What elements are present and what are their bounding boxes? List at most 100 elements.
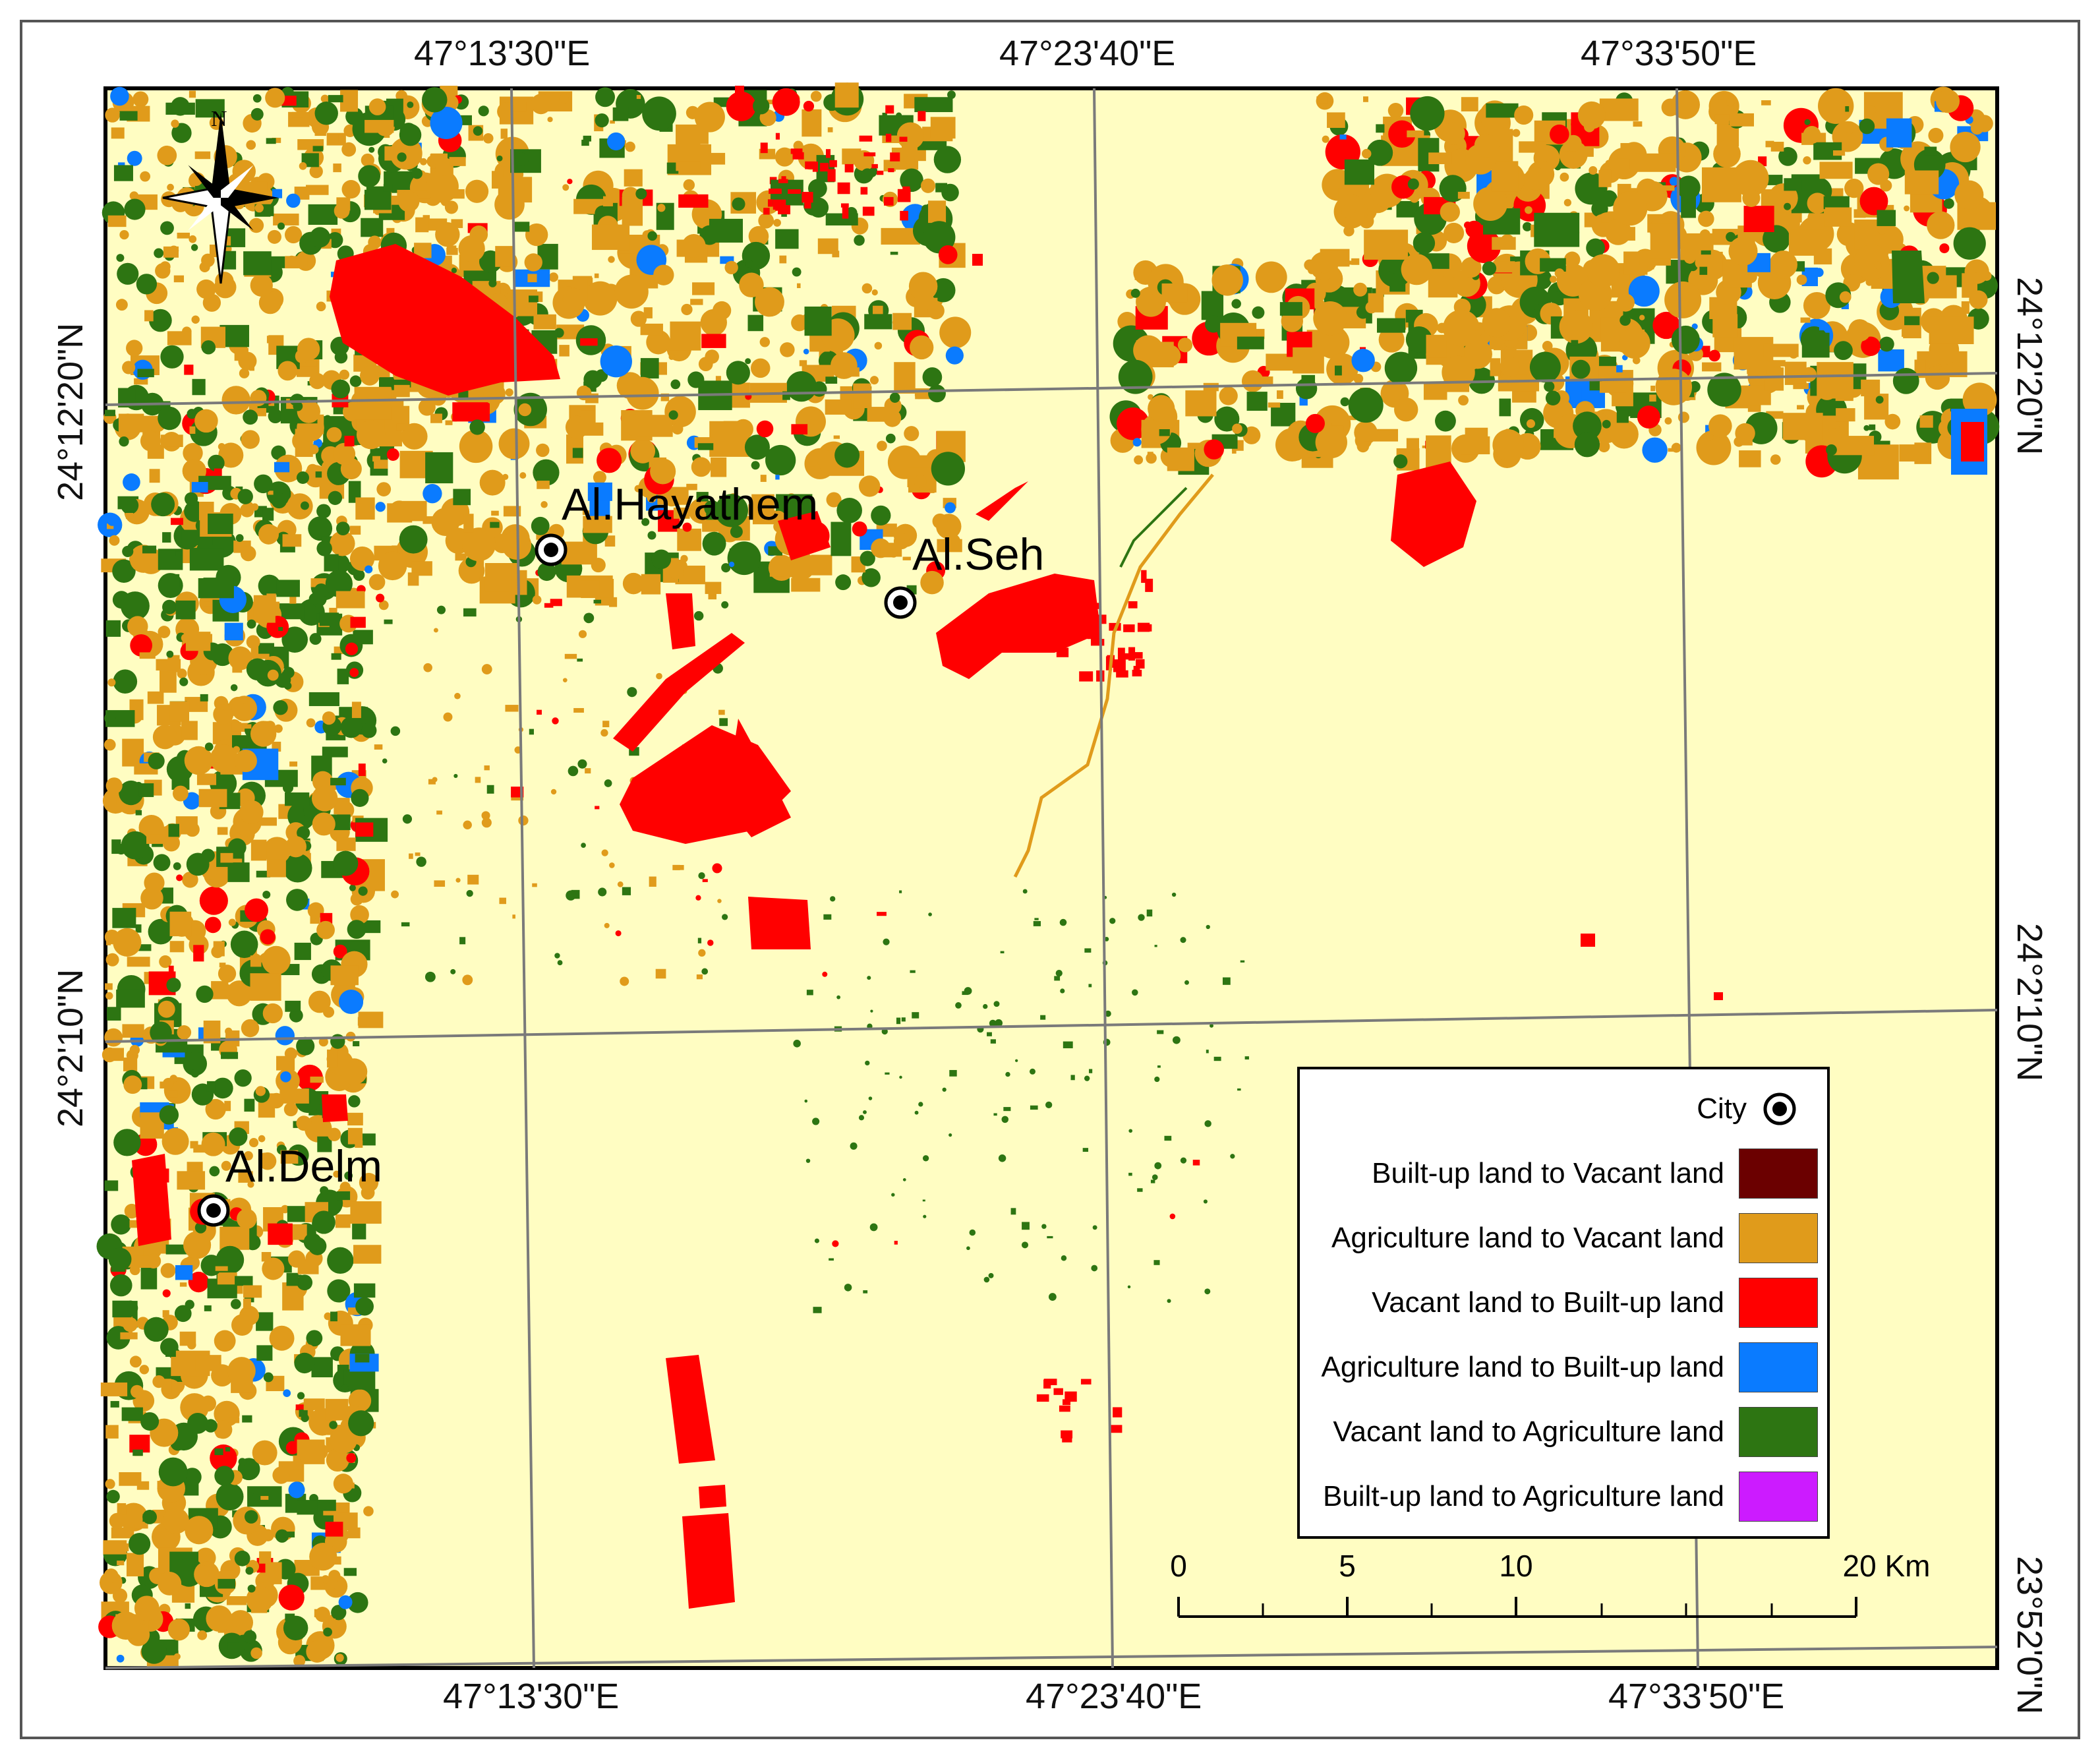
vacant-to-agriculture-patch bbox=[928, 912, 932, 916]
vacant-to-agriculture-patch bbox=[640, 358, 659, 379]
agriculture-to-vacant-patch bbox=[268, 1092, 285, 1109]
vacant-to-agriculture-patch bbox=[271, 492, 287, 509]
agriculture-to-vacant-patch bbox=[896, 228, 909, 242]
agriculture-to-vacant-patch bbox=[593, 471, 606, 485]
agriculture-to-vacant-patch bbox=[191, 315, 200, 324]
agriculture-to-builtup-patch bbox=[1351, 348, 1375, 373]
vacant-to-agriculture-patch bbox=[262, 891, 271, 899]
vacant-to-agriculture-patch bbox=[1092, 1225, 1097, 1230]
vacant-to-builtup-patch bbox=[1117, 407, 1150, 440]
agriculture-to-vacant-patch bbox=[694, 102, 725, 133]
builtup-expansion-area bbox=[725, 719, 791, 837]
vacant-to-agriculture-patch bbox=[1707, 373, 1741, 407]
agriculture-to-vacant-patch bbox=[265, 88, 285, 108]
vacant-to-agriculture-patch bbox=[987, 1032, 992, 1036]
vacant-to-agriculture-patch bbox=[285, 1613, 295, 1621]
vacant-to-agriculture-patch bbox=[347, 1592, 368, 1613]
agriculture-to-vacant-patch bbox=[160, 1081, 172, 1088]
agriculture-to-vacant-patch bbox=[1650, 385, 1656, 392]
agriculture-to-vacant-patch bbox=[649, 876, 656, 887]
vacant-to-agriculture-patch bbox=[285, 1000, 301, 1012]
vacant-to-agriculture-patch bbox=[918, 1102, 923, 1107]
vacant-to-agriculture-patch bbox=[165, 574, 180, 587]
agriculture-to-builtup-patch bbox=[272, 189, 283, 198]
agriculture-to-vacant-patch bbox=[578, 630, 587, 638]
agriculture-to-vacant-patch bbox=[183, 1231, 212, 1259]
vacant-to-builtup-patch bbox=[884, 196, 894, 206]
vacant-to-agriculture-patch bbox=[1602, 419, 1611, 429]
agriculture-to-vacant-patch bbox=[259, 1551, 272, 1564]
vacant-to-agriculture-patch bbox=[234, 1069, 252, 1087]
agriculture-to-vacant-patch bbox=[1134, 272, 1152, 280]
vacant-to-builtup-patch bbox=[1146, 624, 1152, 632]
vacant-to-agriculture-patch bbox=[411, 168, 423, 179]
vacant-to-builtup-patch bbox=[860, 187, 868, 195]
left-latitude-label: 24°12'20"N bbox=[51, 322, 90, 501]
vacant-to-agriculture-patch bbox=[1055, 969, 1063, 977]
agriculture-to-vacant-patch bbox=[498, 428, 530, 460]
agriculture-to-vacant-patch bbox=[219, 963, 226, 968]
agriculture-to-vacant-patch bbox=[1927, 211, 1955, 239]
agriculture-to-vacant-patch bbox=[691, 457, 711, 477]
agriculture-to-vacant-patch bbox=[1650, 224, 1678, 259]
vacant-to-agriculture-patch bbox=[1230, 1154, 1235, 1159]
agriculture-to-vacant-patch bbox=[213, 941, 225, 957]
city-label-al-delm: Al.Delm bbox=[225, 1141, 383, 1191]
agriculture-to-vacant-patch bbox=[482, 133, 494, 144]
vacant-to-agriculture-patch bbox=[316, 541, 332, 556]
vacant-to-agriculture-patch bbox=[1029, 1068, 1035, 1075]
vacant-to-builtup-patch bbox=[1043, 1379, 1051, 1389]
legend-label: Agriculture land to Built-up land bbox=[1321, 1351, 1724, 1383]
agriculture-to-vacant-patch bbox=[686, 483, 697, 491]
agriculture-to-vacant-patch bbox=[218, 442, 244, 468]
vacant-to-agriculture-patch bbox=[399, 123, 422, 146]
legend-row: Vacant land to Agriculture land bbox=[1333, 1406, 1818, 1458]
agriculture-to-vacant-patch bbox=[1970, 122, 1984, 135]
agriculture-to-vacant-patch bbox=[289, 596, 297, 604]
agriculture-to-vacant-patch bbox=[1655, 369, 1693, 405]
vacant-to-agriculture-patch bbox=[331, 379, 351, 399]
agriculture-to-vacant-patch bbox=[1158, 344, 1181, 367]
agriculture-to-vacant-patch bbox=[1867, 163, 1890, 185]
vacant-to-agriculture-patch bbox=[187, 1412, 208, 1434]
vacant-to-agriculture-patch bbox=[1021, 1241, 1029, 1249]
agriculture-to-vacant-patch bbox=[386, 227, 395, 234]
agriculture-to-vacant-patch bbox=[1133, 335, 1163, 366]
agriculture-to-vacant-patch bbox=[1800, 317, 1811, 323]
vacant-to-builtup-patch bbox=[1087, 632, 1100, 640]
agriculture-to-vacant-patch bbox=[889, 549, 898, 558]
vacant-to-agriculture-patch bbox=[1128, 1172, 1132, 1176]
agriculture-to-vacant-patch bbox=[341, 180, 361, 199]
agriculture-to-vacant-patch bbox=[105, 1479, 115, 1489]
agriculture-to-vacant-patch bbox=[195, 1355, 221, 1371]
agriculture-to-vacant-patch bbox=[519, 472, 527, 479]
agriculture-to-vacant-patch bbox=[237, 1208, 257, 1230]
agriculture-to-builtup-patch bbox=[280, 1071, 291, 1083]
agriculture-to-vacant-patch bbox=[1708, 414, 1732, 438]
agriculture-to-vacant-patch bbox=[194, 151, 211, 160]
vacant-to-agriculture-patch bbox=[1132, 989, 1138, 996]
agriculture-to-vacant-patch bbox=[221, 1160, 231, 1171]
agriculture-to-vacant-patch bbox=[755, 287, 784, 317]
vacant-to-agriculture-patch bbox=[1001, 1116, 1009, 1123]
vacant-to-agriculture-patch bbox=[604, 779, 612, 787]
agriculture-to-vacant-patch bbox=[312, 812, 335, 836]
vacant-to-agriculture-patch bbox=[1804, 119, 1811, 125]
vacant-to-agriculture-patch bbox=[148, 918, 174, 945]
vacant-to-agriculture-patch bbox=[150, 1021, 172, 1044]
vacant-to-builtup-patch bbox=[1113, 659, 1126, 672]
agriculture-to-vacant-patch bbox=[309, 373, 326, 390]
vacant-to-agriculture-patch bbox=[1377, 318, 1406, 333]
city-markers bbox=[197, 533, 917, 1227]
vacant-to-agriculture-patch bbox=[1154, 1076, 1160, 1083]
vacant-to-agriculture-patch bbox=[162, 532, 171, 543]
agriculture-to-vacant-patch bbox=[1514, 105, 1534, 125]
agriculture-to-vacant-patch bbox=[1443, 309, 1480, 347]
vacant-to-agriculture-patch bbox=[647, 531, 656, 540]
agriculture-to-vacant-patch bbox=[581, 410, 595, 427]
agriculture-to-vacant-patch bbox=[669, 564, 684, 580]
vacant-to-agriculture-patch bbox=[914, 1110, 919, 1115]
agriculture-to-vacant-patch bbox=[1560, 151, 1574, 165]
agriculture-to-vacant-patch bbox=[802, 145, 817, 156]
vacant-to-agriculture-patch bbox=[453, 489, 471, 506]
